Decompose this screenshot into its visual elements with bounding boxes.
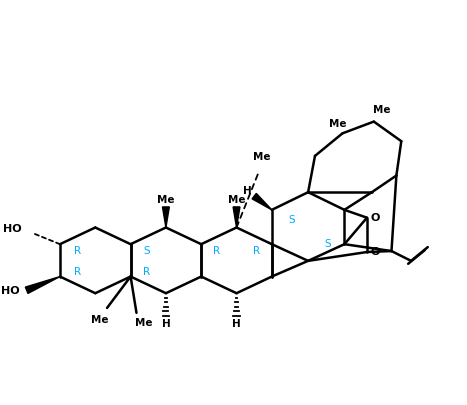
Text: Me: Me [329, 119, 347, 128]
Text: R: R [74, 246, 81, 256]
Text: Me: Me [157, 195, 175, 205]
Text: Me: Me [228, 195, 245, 205]
Polygon shape [25, 277, 60, 294]
Text: Me: Me [253, 152, 271, 162]
Text: H: H [162, 319, 170, 328]
Text: HO: HO [3, 224, 22, 234]
Text: S: S [143, 246, 149, 256]
Text: S: S [325, 239, 331, 249]
Text: R: R [74, 266, 81, 277]
Polygon shape [252, 194, 272, 210]
Text: S: S [288, 215, 295, 225]
Text: O: O [370, 213, 380, 223]
Polygon shape [163, 207, 170, 228]
Text: R: R [253, 246, 260, 256]
Text: R: R [213, 246, 220, 256]
Text: Me: Me [373, 105, 390, 115]
Polygon shape [233, 207, 240, 228]
Text: H: H [232, 319, 241, 328]
Text: Me: Me [134, 318, 152, 328]
Text: HO: HO [1, 286, 20, 296]
Text: O: O [370, 247, 380, 257]
Text: R: R [143, 266, 150, 277]
Text: Me: Me [92, 315, 109, 325]
Text: H: H [243, 186, 252, 196]
